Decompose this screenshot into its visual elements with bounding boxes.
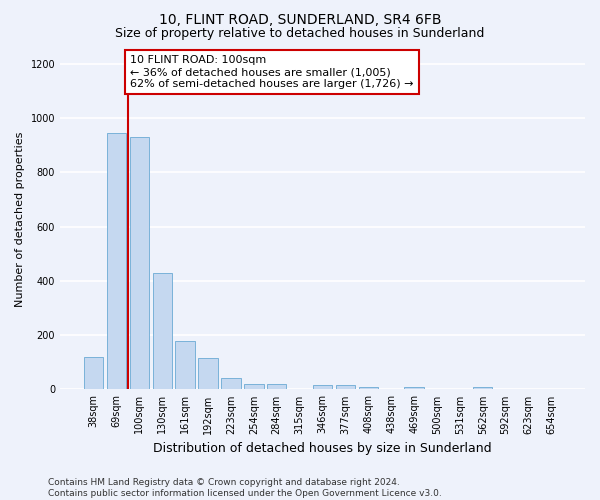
Bar xyxy=(267,384,286,390)
Y-axis label: Number of detached properties: Number of detached properties xyxy=(15,132,25,308)
Bar xyxy=(473,388,493,390)
Text: 10 FLINT ROAD: 100sqm
← 36% of detached houses are smaller (1,005)
62% of semi-d: 10 FLINT ROAD: 100sqm ← 36% of detached … xyxy=(130,56,414,88)
Bar xyxy=(221,378,241,390)
Bar xyxy=(244,384,263,390)
Bar xyxy=(175,340,195,390)
Bar xyxy=(152,272,172,390)
Text: 10, FLINT ROAD, SUNDERLAND, SR4 6FB: 10, FLINT ROAD, SUNDERLAND, SR4 6FB xyxy=(159,12,441,26)
Bar xyxy=(107,133,126,390)
Bar xyxy=(130,137,149,390)
Text: Contains HM Land Registry data © Crown copyright and database right 2024.
Contai: Contains HM Land Registry data © Crown c… xyxy=(48,478,442,498)
Bar xyxy=(335,384,355,390)
Bar xyxy=(359,386,378,390)
Bar xyxy=(84,357,103,390)
Bar xyxy=(199,358,218,390)
Bar xyxy=(404,388,424,390)
Bar xyxy=(313,384,332,390)
X-axis label: Distribution of detached houses by size in Sunderland: Distribution of detached houses by size … xyxy=(153,442,492,455)
Text: Size of property relative to detached houses in Sunderland: Size of property relative to detached ho… xyxy=(115,28,485,40)
